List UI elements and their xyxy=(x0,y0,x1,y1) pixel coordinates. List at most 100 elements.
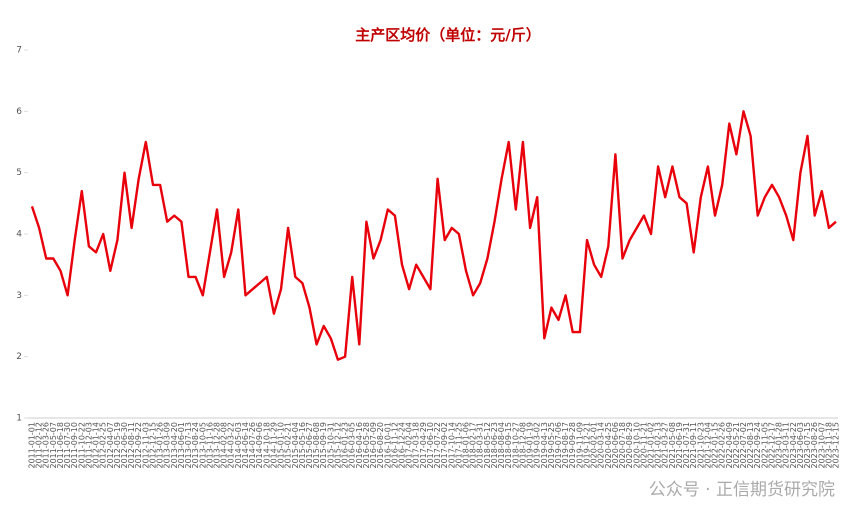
x-tick-label: 2011-07-30 xyxy=(63,422,72,469)
x-tick-label: 2012-12-15 xyxy=(148,422,157,469)
x-tick-label: 2016-07-09 xyxy=(369,422,378,469)
x-tick-label: 2013-04-20 xyxy=(170,422,179,469)
x-tick-label: 2021-01-02 xyxy=(647,422,656,469)
x-tick-label: 2013-10-05 xyxy=(198,422,207,469)
x-tick-label: 2014-09-06 xyxy=(255,422,264,469)
x-tick-label: 2019-01-19 xyxy=(526,422,535,469)
x-tick-label: 2019-04-13 xyxy=(540,422,549,469)
x-tick-label: 2013-03-09 xyxy=(163,422,172,469)
x-tick-label: 2021-02-13 xyxy=(654,422,663,469)
x-tick-label: 2011-12-03 xyxy=(84,422,93,469)
x-tick-label: 2021-06-19 xyxy=(675,422,684,469)
x-tick-label: 2019-11-09 xyxy=(575,422,584,469)
x-tick-label: 2015-06-27 xyxy=(305,422,314,469)
x-tick-label: 2014-11-29 xyxy=(269,422,278,469)
x-tick-label: 2014-06-14 xyxy=(241,422,250,469)
x-tick-label: 2019-08-17 xyxy=(561,422,570,469)
x-tick-label: 2012-04-07 xyxy=(106,422,115,469)
x-tick-label: 2022-11-05 xyxy=(760,422,769,469)
x-tick-label: 2015-05-16 xyxy=(298,422,307,469)
x-tick-label: 2016-10-01 xyxy=(383,422,392,469)
x-tick-label: 2014-03-22 xyxy=(227,422,236,469)
x-tick-label: 2017-09-02 xyxy=(440,422,449,469)
x-tick-label: 2015-04-04 xyxy=(291,422,300,469)
price-line xyxy=(30,110,837,361)
y-tick-label: 2 xyxy=(16,352,22,362)
y-tick-label: 1 xyxy=(16,414,22,424)
x-tick-label: 2017-07-22 xyxy=(433,422,442,469)
x-tick-label: 2022-05-21 xyxy=(732,422,741,469)
x-tick-label: 2013-11-16 xyxy=(205,422,214,469)
x-tick-label: 2022-01-15 xyxy=(711,422,720,469)
x-tick-label: 2016-11-12 xyxy=(390,422,399,469)
x-tick-label: 2019-12-21 xyxy=(582,422,591,469)
x-tick-label: 2011-03-26 xyxy=(42,422,51,469)
x-tick-label: 2015-09-19 xyxy=(319,422,328,469)
x-tick-label: 2017-04-29 xyxy=(419,422,428,469)
x-tick-label: 2014-05-03 xyxy=(234,422,243,469)
x-tick-label: 2022-07-02 xyxy=(739,422,748,469)
x-tick-label: 2019-07-06 xyxy=(554,422,563,469)
x-tick-label: 2018-08-04 xyxy=(497,422,506,469)
x-tick-label: 2012-05-19 xyxy=(113,422,122,469)
x-tick-label: 2020-10-10 xyxy=(632,422,641,469)
x-tick-label: 2021-12-04 xyxy=(703,422,712,469)
x-tick-label: 2023-04-22 xyxy=(789,422,798,469)
x-tick-label: 2018-01-06 xyxy=(462,422,471,469)
y-tick-label: 7 xyxy=(16,46,22,56)
x-tick-label: 2018-03-31 xyxy=(476,422,485,469)
x-tick-label: 2023-11-18 xyxy=(824,422,833,469)
x-tick-label: 2011-05-07 xyxy=(49,422,58,469)
x-tick-label: 2019-09-28 xyxy=(568,422,577,469)
x-tick-label: 2020-04-25 xyxy=(604,422,613,469)
x-tick-label: 2015-08-08 xyxy=(312,422,321,469)
x-tick-label: 2016-08-20 xyxy=(376,422,385,469)
x-tick-label: 2022-12-17 xyxy=(767,422,776,469)
x-tick-label: 2019-03-02 xyxy=(533,422,542,469)
x-tick-label: 2023-07-15 xyxy=(803,422,812,469)
x-tick-label: 2013-12-28 xyxy=(212,422,221,469)
watermark: 公众号 · 正信期货研究院 xyxy=(649,480,835,500)
x-tick-label: 2023-03-11 xyxy=(782,422,791,469)
x-tick-label: 2015-10-31 xyxy=(326,422,335,469)
x-tick-label: 2018-12-08 xyxy=(518,422,527,469)
x-tick-label: 2011-09-10 xyxy=(70,422,79,469)
x-tick-label: 2015-01-10 xyxy=(277,422,286,469)
x-tick-label: 2022-09-24 xyxy=(753,422,762,469)
x-tick-label: 2016-01-23 xyxy=(341,422,350,469)
x-tick-label: 2021-07-31 xyxy=(682,422,691,469)
x-tick-label: 2017-11-25 xyxy=(454,422,463,469)
chart-title: 主产区均价（单位：元/斤） xyxy=(355,26,540,44)
x-tick-label: 2020-06-06 xyxy=(611,422,620,469)
x-tick-label: 2016-03-05 xyxy=(348,422,357,469)
x-tick-label: 2017-06-10 xyxy=(426,422,435,469)
x-tick-label: 2023-06-03 xyxy=(796,422,805,469)
x-tick-label: 2014-02-08 xyxy=(220,422,229,469)
x-tick-label: 2011-06-18 xyxy=(56,422,65,469)
x-tick-label: 2012-06-30 xyxy=(120,422,129,469)
y-tick-label: 6 xyxy=(16,107,22,117)
x-tick-label: 2013-07-13 xyxy=(184,422,193,469)
y-tick-label: 3 xyxy=(16,291,22,301)
x-tick-label: 2014-07-26 xyxy=(248,422,257,469)
x-tick-label: 2022-02-26 xyxy=(718,422,727,469)
x-tick-label: 2021-09-11 xyxy=(689,422,698,469)
x-tick-label: 2017-02-04 xyxy=(405,422,414,469)
x-tick-label: 2011-01-01 xyxy=(28,422,37,469)
y-tick-label: 4 xyxy=(16,230,22,240)
x-tick-label: 2013-06-01 xyxy=(177,422,186,469)
x-tick-label: 2023-08-26 xyxy=(810,422,819,469)
x-tick-label: 2023-10-07 xyxy=(817,422,826,469)
x-tick-label: 2013-08-24 xyxy=(191,422,200,469)
x-tick-label: 2019-05-25 xyxy=(547,422,556,469)
x-tick-label: 2021-10-23 xyxy=(696,422,705,469)
x-tick-label: 2016-04-16 xyxy=(355,422,364,469)
x-tick-label: 2013-01-26 xyxy=(156,422,165,469)
x-tick-label: 2015-02-21 xyxy=(284,422,293,469)
x-tick-label: 2011-02-12 xyxy=(35,422,44,469)
x-tick-label: 2012-11-03 xyxy=(141,422,150,469)
x-tick-label: 2020-11-21 xyxy=(639,422,648,469)
y-tick-label: 5 xyxy=(16,168,22,178)
x-tick-label: 2018-06-23 xyxy=(490,422,499,469)
